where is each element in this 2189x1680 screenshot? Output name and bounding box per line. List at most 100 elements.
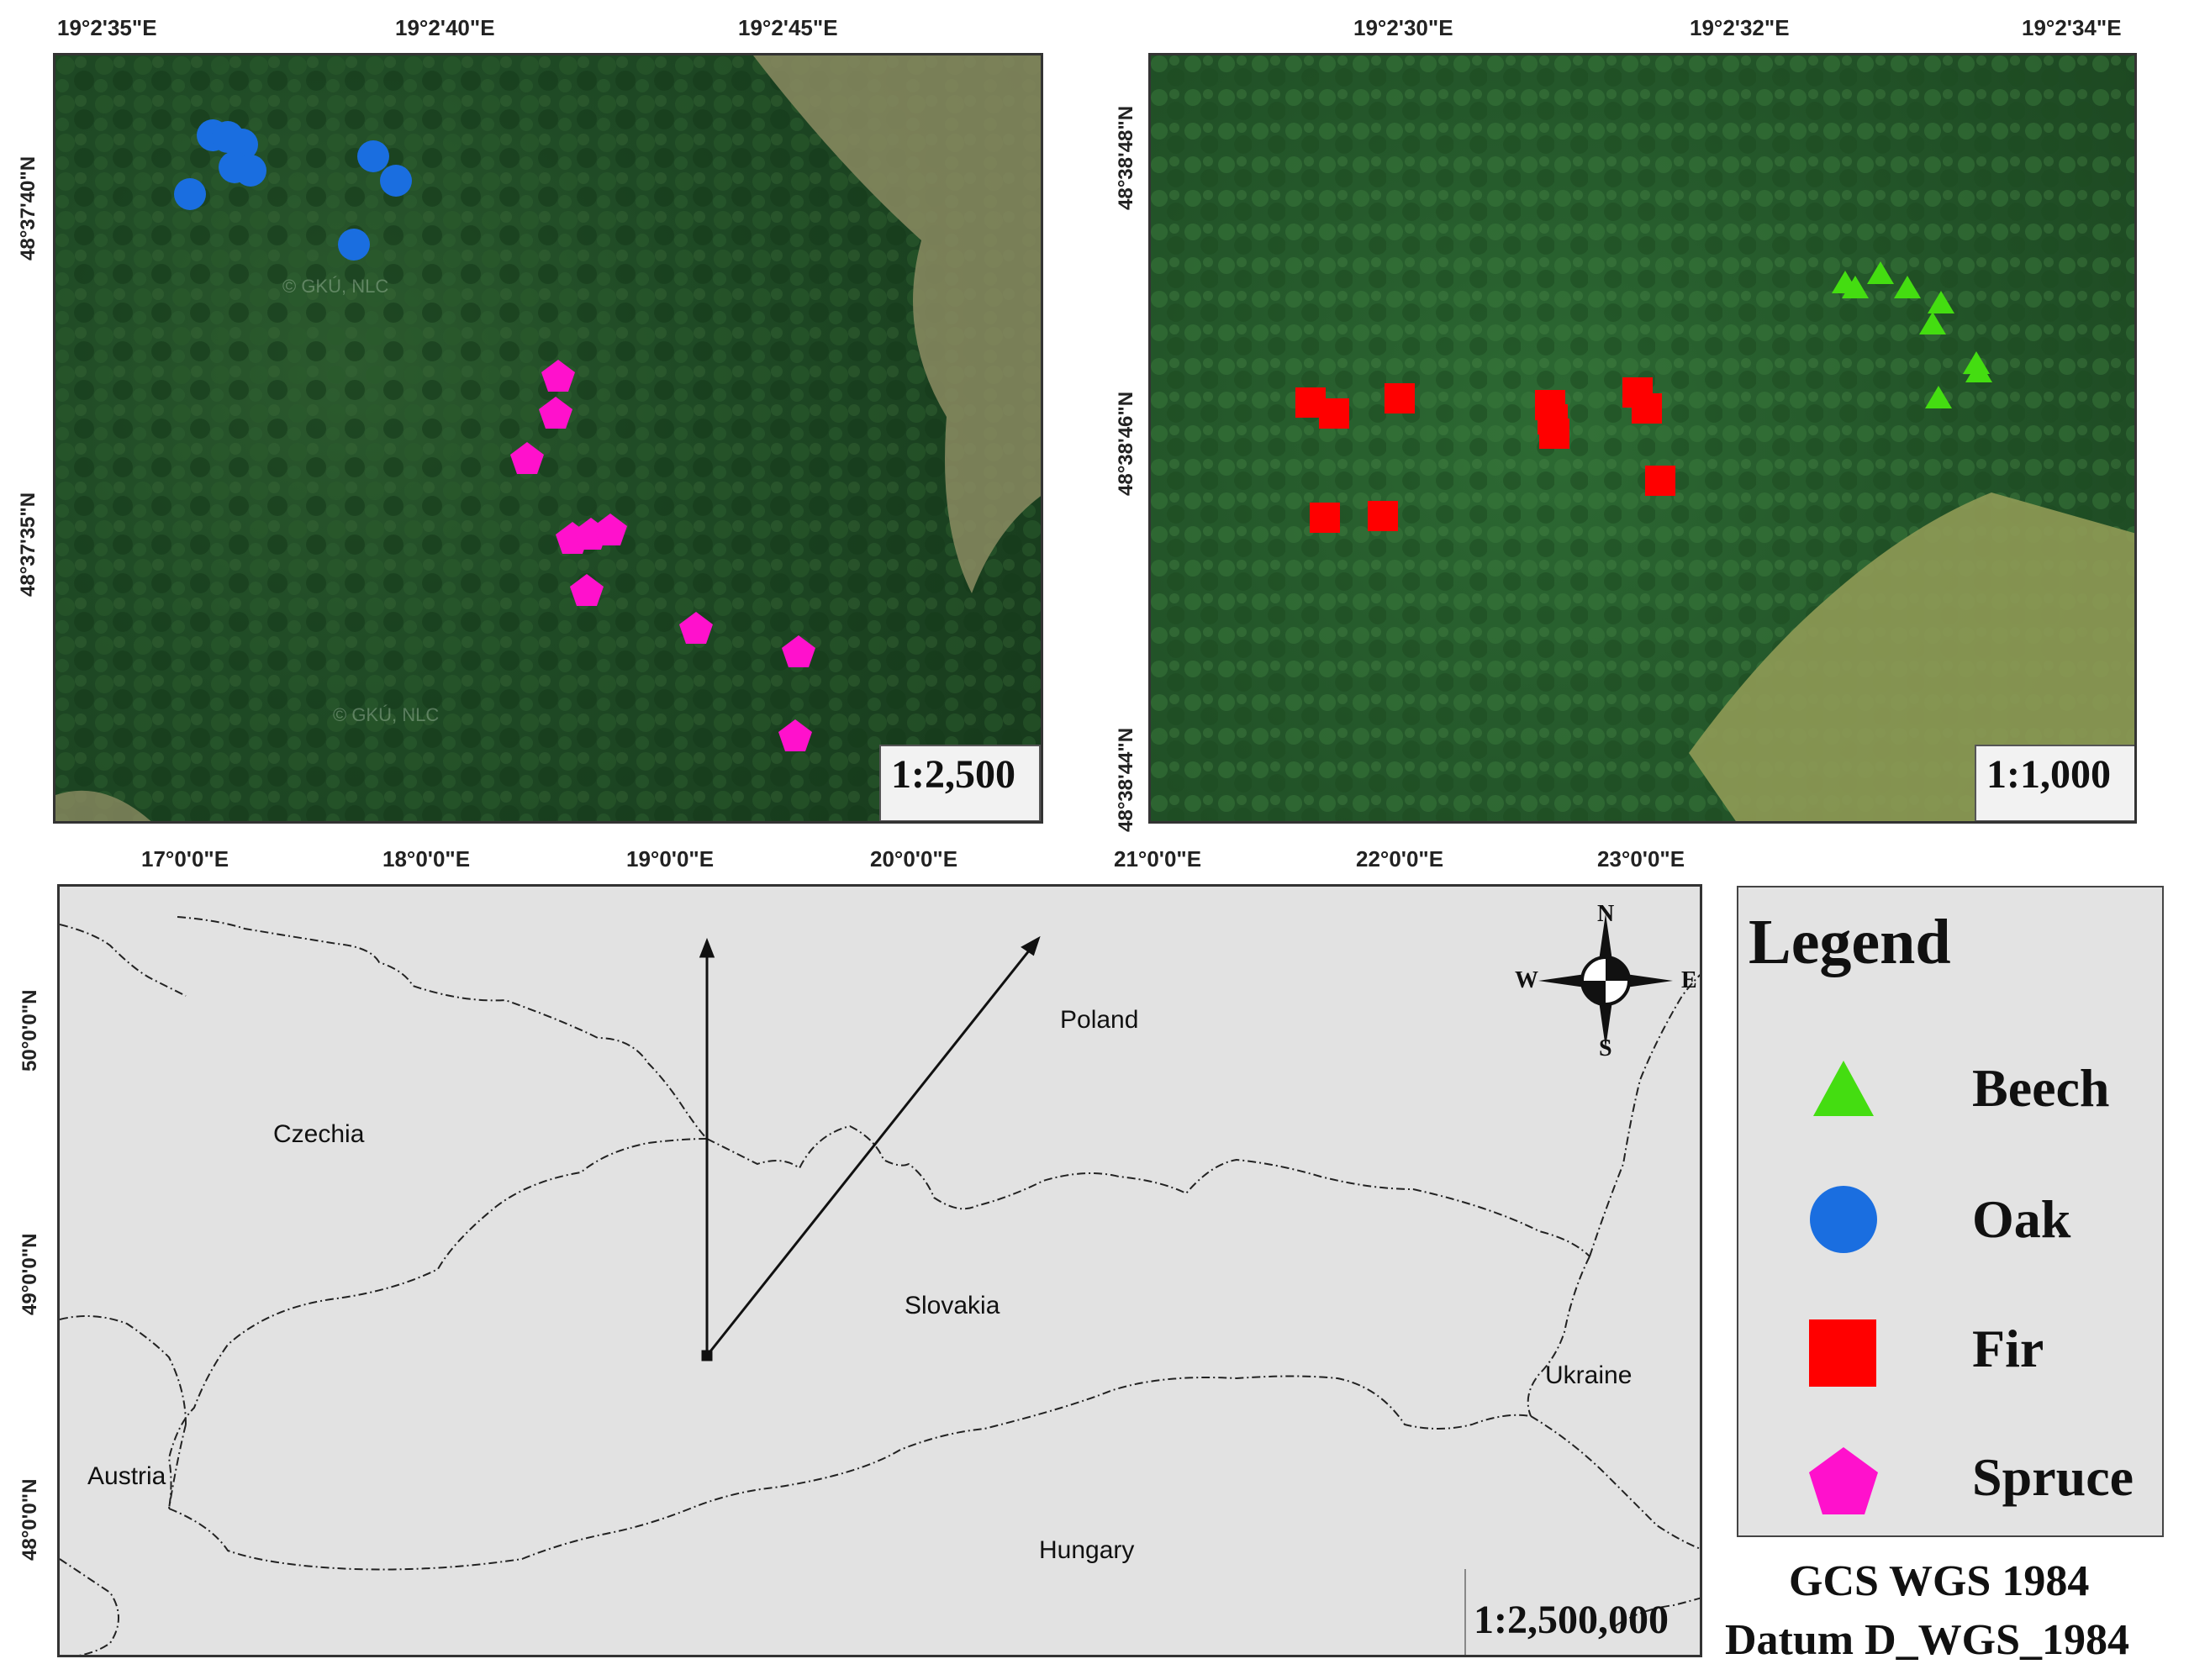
arrow-diagonal <box>705 945 1035 1356</box>
fir-point <box>1539 419 1569 449</box>
map1-x-tick: 19°2'45"E <box>738 15 838 40</box>
overview-x-tick: 19°0'0"E <box>626 846 715 872</box>
overview-x-tick: 21°0'0"E <box>1114 846 1202 872</box>
country-czechia: Czechia <box>273 1120 365 1148</box>
oak-point <box>235 155 266 187</box>
legend-title: Legend <box>1749 907 1951 977</box>
overview-x-tick: 20°0'0"E <box>870 846 958 872</box>
spruce-point <box>593 513 627 545</box>
fir-point <box>1310 503 1340 533</box>
overview-scale: 1:2,500,000 <box>1474 1598 1669 1642</box>
compass-n: N <box>1597 901 1615 927</box>
border-slovakia-poland <box>706 1124 1590 1257</box>
border-sw <box>60 1558 119 1655</box>
spruce-point <box>541 360 575 392</box>
spruce-point <box>679 612 713 644</box>
map1-watermark: © GKÚ, NLC <box>333 704 440 725</box>
triangle-icon <box>1813 1061 1874 1116</box>
spruce-point <box>782 635 815 667</box>
legend-symbol-oak <box>1810 1186 1877 1253</box>
oak-point <box>338 229 370 261</box>
crs-line-2: Datum D_WGS_1984 <box>1725 1616 2130 1664</box>
border-hungary-bottom <box>1614 1597 1700 1627</box>
oak-points <box>174 119 412 261</box>
border-austria <box>60 1315 187 1425</box>
border-czechia-west <box>60 924 187 997</box>
country-slovakia: Slovakia <box>905 1292 1000 1319</box>
country-austria: Austria <box>87 1462 166 1490</box>
oak-point <box>174 178 206 210</box>
map2-y-tick: 48°38'46"N <box>1115 391 1137 496</box>
border-ukraine-poland <box>1589 974 1700 1257</box>
map2-x-tick: 19°2'30"E <box>1353 15 1453 40</box>
spruce-point <box>778 719 812 751</box>
overview-y-tick: 50°0'0"N <box>18 989 41 1072</box>
beech-points <box>1832 261 1992 408</box>
beech-point <box>1842 276 1869 298</box>
map1-scale: 1:2,500 <box>879 745 1041 821</box>
map2-y-tick: 48°38'48"N <box>1115 105 1137 210</box>
overview-x-tick: 22°0'0"E <box>1356 846 1444 872</box>
pentagon-icon <box>1809 1447 1878 1514</box>
border-slovakia-hungary <box>168 1375 1532 1571</box>
beech-point <box>1928 291 1954 313</box>
legend-symbol-fir <box>1809 1319 1876 1387</box>
arrow-origin <box>701 1350 713 1361</box>
fir-point <box>1645 466 1675 496</box>
map2-canvas <box>1151 55 2134 821</box>
legend-label-fir: Fir <box>1972 1319 2044 1378</box>
spruce-point <box>570 574 604 606</box>
compass-rose <box>1538 914 1673 1048</box>
country-hungary: Hungary <box>1039 1536 1135 1564</box>
legend-symbol-beech <box>1813 1061 1874 1116</box>
fir-point <box>1368 501 1398 531</box>
oak-point <box>380 165 412 197</box>
arrow-vertical-head <box>699 937 715 958</box>
fir-point <box>1632 393 1662 424</box>
overview-x-tick: 23°0'0"E <box>1597 846 1685 872</box>
overview-y-tick: 49°0'0"N <box>18 1233 41 1315</box>
map2-x-tick: 19°2'32"E <box>1690 15 1790 40</box>
square-icon <box>1809 1319 1876 1387</box>
overview-canvas <box>60 914 1700 1655</box>
map1-frame: © GKÚ, NLC © GKÚ, NLC 1:2,500 <box>53 53 1043 824</box>
beech-point <box>1894 276 1921 298</box>
compass-s: S <box>1599 1035 1612 1061</box>
border-ukraine-slovakia <box>1527 1256 1590 1417</box>
circle-icon <box>1810 1186 1877 1253</box>
fir-point <box>1319 398 1349 429</box>
map2-scale: 1:1,000 <box>1975 745 2134 821</box>
spruce-point <box>539 397 572 429</box>
map1-watermark: © GKÚ, NLC <box>282 276 389 297</box>
beech-point <box>1867 261 1894 284</box>
map1-canvas <box>55 55 1041 821</box>
overview-x-tick: 17°0'0"E <box>141 846 229 872</box>
border-czechia-slovakia <box>167 1138 708 1509</box>
beech-point <box>1919 312 1946 334</box>
legend-label-spruce: Spruce <box>1972 1447 2134 1507</box>
map2-x-tick: 19°2'34"E <box>2022 15 2122 40</box>
spruce-points <box>510 360 815 751</box>
arrow-diagonal-head <box>1021 935 1041 956</box>
legend-symbol-spruce <box>1809 1447 1878 1514</box>
beech-point <box>1965 360 1992 382</box>
legend-label-oak: Oak <box>1972 1189 2071 1249</box>
map1-y-tick: 48°37'35"N <box>17 492 40 597</box>
overview-x-tick: 18°0'0"E <box>382 846 471 872</box>
border-czechia-poland <box>177 916 708 1140</box>
map2-clearing <box>1689 492 2134 821</box>
legend-box: Legend Beech Oak Fir Spruce <box>1737 886 2164 1537</box>
oak-point <box>357 140 389 172</box>
map2-y-tick: 48°38'44"N <box>1115 727 1137 832</box>
fir-point <box>1385 383 1415 413</box>
country-poland: Poland <box>1060 1006 1139 1034</box>
country-ukraine: Ukraine <box>1545 1361 1633 1389</box>
map1-x-tick: 19°2'40"E <box>395 15 495 40</box>
fir-points <box>1295 377 1675 533</box>
map1-clearing-edge <box>55 790 151 821</box>
map1-x-tick: 19°2'35"E <box>57 15 157 40</box>
legend-label-beech: Beech <box>1972 1058 2110 1118</box>
beech-point <box>1925 386 1952 408</box>
crs-line-1: GCS WGS 1984 <box>1789 1557 2090 1605</box>
spruce-point <box>510 442 544 474</box>
